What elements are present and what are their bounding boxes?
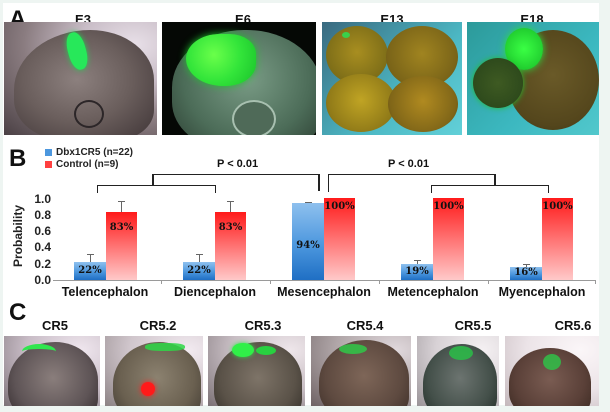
- legend-item-control: Control (n=9): [45, 159, 119, 170]
- image-title-cr5: CR5: [41, 318, 68, 333]
- bar-label: 19%: [405, 266, 429, 277]
- error-bar: [526, 264, 527, 267]
- image-e6: [162, 22, 316, 135]
- error-bar: [417, 260, 418, 264]
- bar-mesencephalon-control: [324, 198, 355, 280]
- p-value-1: P < 0.01: [217, 158, 259, 170]
- category-mesencephalon: Mesencephalon: [277, 285, 371, 299]
- x-tick-3: [379, 280, 380, 284]
- y-axis-label: Probability: [11, 204, 25, 267]
- bar-label: 22%: [78, 265, 102, 276]
- legend-swatch-blue: [45, 149, 52, 156]
- image-e13: [322, 22, 462, 135]
- error-bar: [121, 201, 122, 212]
- image-title-cr5-2: CR5.2: [139, 318, 177, 333]
- error-cap: [523, 264, 530, 265]
- bar-diencephalon-dbx1cr5: [183, 262, 215, 280]
- legend-label-control: Control (n=9): [56, 159, 119, 170]
- error-cap: [227, 201, 234, 202]
- y-tick-1.0: 1.0: [34, 192, 51, 206]
- bar-label: 83%: [218, 222, 243, 233]
- bracket-stem-right: [494, 174, 496, 185]
- bracket-stem-left: [152, 174, 154, 185]
- image-cr5-3: [208, 336, 305, 406]
- y-tick-0.4: 0.4: [34, 240, 51, 254]
- image-cr5: [4, 336, 100, 406]
- y-tick-0.8: 0.8: [34, 208, 51, 222]
- error-cap: [305, 202, 312, 203]
- y-tick-0.6: 0.6: [34, 224, 51, 238]
- bracket-tel-dien: [97, 185, 216, 193]
- y-tick-0.0: 0.0: [34, 273, 51, 287]
- x-tick-1: [161, 280, 162, 284]
- legend-swatch-red: [45, 161, 52, 168]
- image-title-cr5-6: CR5.6: [554, 318, 592, 333]
- bar-label: 22%: [187, 265, 211, 276]
- bracket-met-my: [431, 185, 549, 193]
- figure-panel: A E3 E6 E13 E18 B Dbx1CR5 (n=22) Control…: [3, 3, 599, 406]
- bar-myencephalon-control: [542, 198, 573, 280]
- error-cap: [196, 254, 203, 255]
- error-cap: [414, 260, 421, 261]
- image-title-cr5-5: CR5.5: [454, 318, 492, 333]
- bracket-top-left: [152, 174, 320, 175]
- bar-diencephalon-control: [215, 212, 246, 280]
- error-bar: [230, 201, 231, 212]
- category-myencephalon: Myencephalon: [498, 285, 586, 299]
- bracket-top-right: [328, 174, 495, 192]
- bar-label: 83%: [109, 222, 134, 233]
- error-bar: [199, 254, 200, 262]
- bar-metencephalon-control: [433, 198, 464, 280]
- p-value-2: P < 0.01: [388, 158, 430, 170]
- category-metencephalon: Metencephalon: [387, 285, 479, 299]
- x-axis-line: [53, 280, 595, 281]
- category-telencephalon: Telencephalon: [61, 285, 149, 299]
- error-cap: [87, 254, 94, 255]
- bar-metencephalon-dbx1cr5: [401, 264, 433, 280]
- image-cr5-2: [105, 336, 203, 406]
- bar-mesencephalon-dbx1cr5: [292, 203, 324, 280]
- x-tick-5: [595, 280, 596, 284]
- bar-label: 100%: [433, 201, 464, 212]
- image-e3: [4, 22, 157, 135]
- bar-telencephalon-dbx1cr5: [74, 262, 106, 280]
- image-cr5-4: [311, 336, 411, 406]
- legend-label-dbx1cr5: Dbx1CR5 (n=22): [56, 147, 133, 158]
- image-cr5-6: [505, 336, 599, 406]
- panel-b-label: B: [9, 145, 27, 172]
- bar-label: 100%: [542, 201, 573, 212]
- bar-myencephalon-dbx1cr5: [510, 267, 542, 280]
- error-cap: [118, 201, 125, 202]
- bracket-drop-mes-left: [318, 174, 320, 191]
- x-tick-4: [488, 280, 489, 284]
- image-title-cr5-4: CR5.4: [346, 318, 384, 333]
- error-bar: [90, 254, 91, 262]
- image-title-cr5-3: CR5.3: [244, 318, 282, 333]
- bar-label: 16%: [514, 267, 538, 278]
- y-tick-0.2: 0.2: [34, 257, 51, 271]
- panel-c-label: C: [9, 299, 27, 326]
- bar-label: 100%: [324, 201, 355, 212]
- image-cr5-5: [417, 336, 499, 406]
- category-diencephalon: Diencephalon: [174, 285, 256, 299]
- bar-telencephalon-control: [106, 212, 137, 280]
- bar-label: 94%: [296, 240, 320, 251]
- legend-item-dbx1cr5: Dbx1CR5 (n=22): [45, 147, 133, 158]
- image-e18: [467, 22, 599, 135]
- x-tick-2: [270, 280, 271, 284]
